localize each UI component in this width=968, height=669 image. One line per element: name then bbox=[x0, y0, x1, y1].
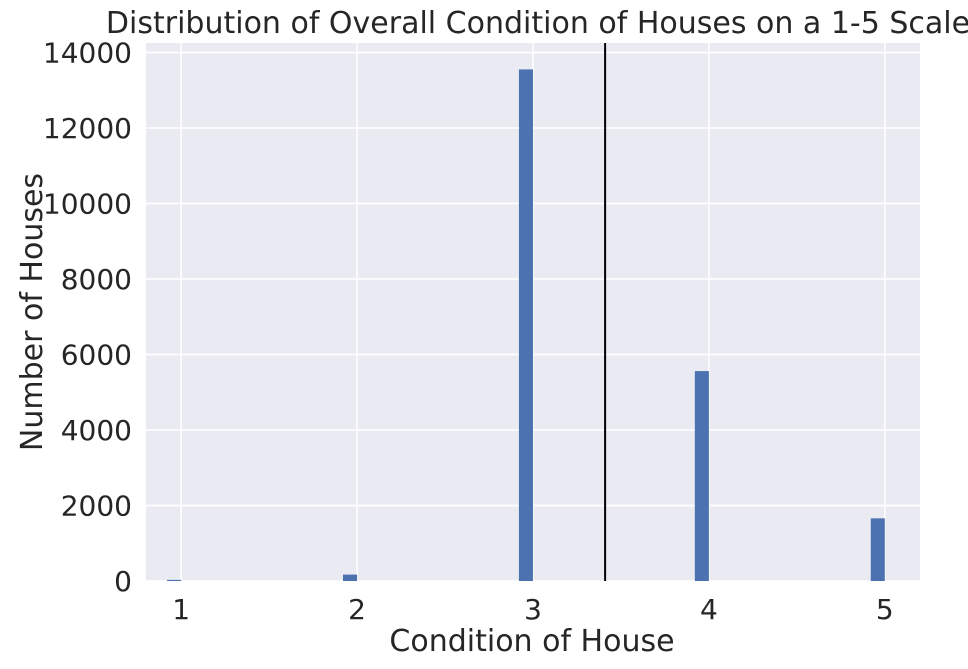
x-axis-label: Condition of House bbox=[389, 624, 674, 659]
y-tick-label: 2000 bbox=[61, 489, 132, 522]
y-tick-label: 14000 bbox=[43, 36, 132, 69]
bar-condition-5 bbox=[870, 518, 885, 581]
y-tick-label: 6000 bbox=[61, 338, 132, 371]
y-tick-label: 12000 bbox=[43, 112, 132, 145]
chart-title: Distribution of Overall Condition of Hou… bbox=[106, 6, 968, 41]
x-tick-label: 1 bbox=[172, 593, 190, 626]
y-tick-label: 10000 bbox=[43, 187, 132, 220]
y-tick-labels: 0 2000 4000 6000 8000 10000 12000 14000 bbox=[43, 36, 132, 598]
y-tick-label: 4000 bbox=[61, 414, 132, 447]
y-tick-label: 0 bbox=[114, 565, 132, 598]
x-tick-label: 2 bbox=[348, 593, 366, 626]
x-tick-labels: 1 2 3 4 5 bbox=[172, 593, 893, 626]
y-axis-label: Number of Houses bbox=[15, 173, 50, 451]
x-tick-label: 4 bbox=[700, 593, 718, 626]
bar-condition-1 bbox=[167, 579, 182, 581]
x-tick-label: 3 bbox=[524, 593, 542, 626]
bar-condition-3 bbox=[518, 69, 533, 581]
y-tick-label: 8000 bbox=[61, 263, 132, 296]
bars bbox=[167, 69, 885, 581]
x-tick-label: 5 bbox=[876, 593, 894, 626]
bar-condition-2 bbox=[343, 574, 358, 581]
bar-condition-4 bbox=[694, 371, 709, 581]
